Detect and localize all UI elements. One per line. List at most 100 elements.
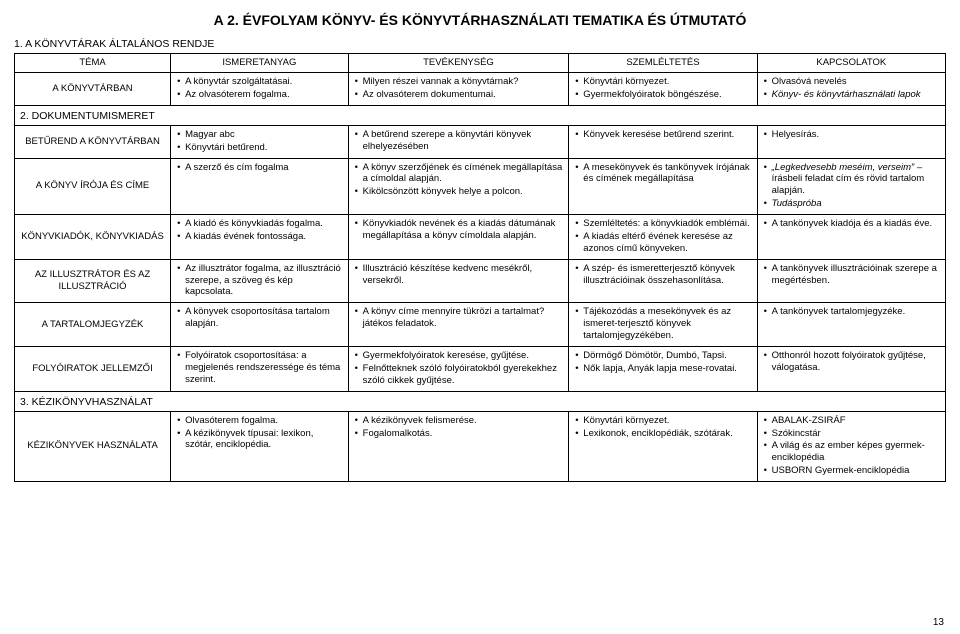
list-item: Felnőtteknek szóló folyóiratokból gyerek…: [354, 363, 564, 387]
table-row: AZ ILLUSZTRÁTOR ÉS AZ ILLUSZTRÁCIÓAz ill…: [15, 259, 946, 303]
list-item: Nők lapja, Anyák lapja mese-rovatai.: [574, 363, 751, 375]
col-tema: TÉMA: [15, 54, 171, 73]
list-item: Tudáspróba: [763, 198, 940, 210]
cell-kapcsolatok: A tankönyvek kiadója és a kiadás éve.: [757, 215, 945, 260]
list-item: Olvasóvá nevelés: [763, 76, 940, 88]
list-item: Szókincstár: [763, 428, 940, 440]
list-item: Könyvkiadók nevének és a kiadás dátumána…: [354, 218, 564, 242]
list-item: Magyar abc: [176, 129, 343, 141]
row-label: A KÖNYVTÁRBAN: [15, 72, 171, 105]
list-item: „Legkedvesebb meséim, verseim” – írásbel…: [763, 162, 940, 198]
row-label: FOLYÓIRATOK JELLEMZŐI: [15, 346, 171, 391]
cell-tevekenyseg: A kézikönyvek felismerése.Fogalomalkotás…: [348, 411, 569, 481]
list-item: Könyvtári betűrend.: [176, 142, 343, 154]
cell-tevekenyseg: Könyvkiadók nevének és a kiadás dátumána…: [348, 215, 569, 260]
table-row: KÉZIKÖNYVEK HASZNÁLATAOlvasóterem fogalm…: [15, 411, 946, 481]
row-label: KÖNYVKIADÓK, KÖNYVKIADÁS: [15, 215, 171, 260]
cell-ismeretanyag: A könyvtár szolgáltatásai.Az olvasóterem…: [171, 72, 349, 105]
cell-szemleltetes: Szemléltetés: a könyvkiadók emblémái.A k…: [569, 215, 757, 260]
row-label: AZ ILLUSZTRÁTOR ÉS AZ ILLUSZTRÁCIÓ: [15, 259, 171, 303]
cell-szemleltetes: A mesekönyvek és tankönyvek írójának és …: [569, 158, 757, 215]
table-row: A KÖNYVTÁRBANA könyvtár szolgáltatásai.A…: [15, 72, 946, 105]
section-heading-1: 1. A KÖNYVTÁRAK ÁLTALÁNOS RENDJE: [14, 38, 946, 50]
list-item: Kikölcsönzött könyvek helye a polcon.: [354, 186, 564, 198]
list-item: Dörmögő Dömötör, Dumbó, Tapsi.: [574, 350, 751, 362]
col-ismeretanyag: ISMERETANYAG: [171, 54, 349, 73]
cell-kapcsolatok: Helyesírás.: [757, 125, 945, 158]
list-item: Fogalomalkotás.: [354, 428, 564, 440]
section-heading-row: 2. DOKUMENTUMISMERET: [15, 105, 946, 125]
list-item: A kiadó és könyvkiadás fogalma.: [176, 218, 343, 230]
cell-ismeretanyag: Az illusztrátor fogalma, az illusztráció…: [171, 259, 349, 303]
list-item: Helyesírás.: [763, 129, 940, 141]
cell-kapcsolatok: Olvasóvá nevelésKönyv- és könyvtárhaszná…: [757, 72, 945, 105]
cell-szemleltetes: Tájékozódás a mesekönyvek és az ismeret-…: [569, 303, 757, 347]
list-item: A könyv szerzőjének és címének megállapí…: [354, 162, 564, 186]
list-item: A világ és az ember képes gyermek-encikl…: [763, 440, 940, 464]
cell-szemleltetes: Könyvtári környezet.Lexikonok, enciklopé…: [569, 411, 757, 481]
list-item: A tankönyvek illusztrációinak szerepe a …: [763, 263, 940, 287]
cell-ismeretanyag: Folyóiratok csoportosítása: a megjelenés…: [171, 346, 349, 391]
cell-tevekenyseg: A könyv címe mennyire tükrözi a tartalma…: [348, 303, 569, 347]
cell-szemleltetes: Könyvtári környezet.Gyermekfolyóiratok b…: [569, 72, 757, 105]
list-item: A mesekönyvek és tankönyvek írójának és …: [574, 162, 751, 186]
table-row: A KÖNYV ÍRÓJA ÉS CÍMEA szerző és cím fog…: [15, 158, 946, 215]
table-row: FOLYÓIRATOK JELLEMZŐIFolyóiratok csoport…: [15, 346, 946, 391]
page-title: A 2. ÉVFOLYAM KÖNYV- ÉS KÖNYVTÁRHASZNÁLA…: [14, 12, 946, 28]
row-label: A KÖNYV ÍRÓJA ÉS CÍME: [15, 158, 171, 215]
list-item: A kézikönyvek típusai: lexikon, szótár, …: [176, 428, 343, 452]
cell-szemleltetes: Könyvek keresése betűrend szerint.: [569, 125, 757, 158]
cell-ismeretanyag: Magyar abcKönyvtári betűrend.: [171, 125, 349, 158]
col-tevekenyseg: TEVÉKENYSÉG: [348, 54, 569, 73]
list-item: Gyermekfolyóiratok böngészése.: [574, 89, 751, 101]
cell-ismeretanyag: A szerző és cím fogalma: [171, 158, 349, 215]
section-heading-row: 3. KÉZIKÖNYVHASZNÁLAT: [15, 391, 946, 411]
list-item: Az illusztrátor fogalma, az illusztráció…: [176, 263, 343, 299]
list-item: A könyvtár szolgáltatásai.: [176, 76, 343, 88]
list-item: Könyvtári környezet.: [574, 76, 751, 88]
table-row: A TARTALOMJEGYZÉKA könyvek csoportosítás…: [15, 303, 946, 347]
list-item: Könyv- és könyvtárhasználati lapok: [763, 89, 940, 101]
cell-kapcsolatok: „Legkedvesebb meséim, verseim” – írásbel…: [757, 158, 945, 215]
header-row: TÉMA ISMERETANYAG TEVÉKENYSÉG SZEMLÉLTET…: [15, 54, 946, 73]
list-item: Könyvtári környezet.: [574, 415, 751, 427]
list-item: Tájékozódás a mesekönyvek és az ismeret-…: [574, 306, 751, 342]
row-label: A TARTALOMJEGYZÉK: [15, 303, 171, 347]
cell-tevekenyseg: Illusztráció készítése kedvenc mesékről,…: [348, 259, 569, 303]
list-item: USBORN Gyermek-enciklopédia: [763, 465, 940, 477]
list-item: A kézikönyvek felismerése.: [354, 415, 564, 427]
col-kapcsolatok: KAPCSOLATOK: [757, 54, 945, 73]
col-szemleltetes: SZEMLÉLTETÉS: [569, 54, 757, 73]
cell-tevekenyseg: A könyv szerzőjének és címének megállapí…: [348, 158, 569, 215]
cell-kapcsolatok: A tankönyvek tartalomjegyzéke.: [757, 303, 945, 347]
list-item: A tankönyvek kiadója és a kiadás éve.: [763, 218, 940, 230]
cell-kapcsolatok: ABALAK-ZSIRÁFSzókincstárA világ és az em…: [757, 411, 945, 481]
list-item: A kiadás eltérő évének keresése az azono…: [574, 231, 751, 255]
list-item: Milyen részei vannak a könyvtárnak?: [354, 76, 564, 88]
cell-kapcsolatok: A tankönyvek illusztrációinak szerepe a …: [757, 259, 945, 303]
row-label: BETŰREND A KÖNYVTÁRBAN: [15, 125, 171, 158]
list-item: A szép- és ismeretterjesztő könyvek illu…: [574, 263, 751, 287]
table-row: KÖNYVKIADÓK, KÖNYVKIADÁS A kiadó és könyv…: [15, 215, 946, 260]
list-item: ABALAK-ZSIRÁF: [763, 415, 940, 427]
list-item: Illusztráció készítése kedvenc mesékről,…: [354, 263, 564, 287]
cell-kapcsolatok: Otthonról hozott folyóiratok gyűjtése, v…: [757, 346, 945, 391]
cell-szemleltetes: A szép- és ismeretterjesztő könyvek illu…: [569, 259, 757, 303]
list-item: A könyvek csoportosítása tartalom alapjá…: [176, 306, 343, 330]
list-item: Folyóiratok csoportosítása: a megjelenés…: [176, 350, 343, 386]
list-item: Könyvek keresése betűrend szerint.: [574, 129, 751, 141]
row-label: KÉZIKÖNYVEK HASZNÁLATA: [15, 411, 171, 481]
cell-ismeretanyag: Olvasóterem fogalma.A kézikönyvek típusa…: [171, 411, 349, 481]
list-item: Szemléltetés: a könyvkiadók emblémái.: [574, 218, 751, 230]
list-item: Az olvasóterem fogalma.: [176, 89, 343, 101]
list-item: Olvasóterem fogalma.: [176, 415, 343, 427]
list-item: A könyv címe mennyire tükrözi a tartalma…: [354, 306, 564, 330]
section-heading-2: 2. DOKUMENTUMISMERET: [15, 105, 946, 125]
list-item: Az olvasóterem dokumentumai.: [354, 89, 564, 101]
list-item: A tankönyvek tartalomjegyzéke.: [763, 306, 940, 318]
cell-tevekenyseg: A betűrend szerepe a könyvtári könyvek e…: [348, 125, 569, 158]
curriculum-table: TÉMA ISMERETANYAG TEVÉKENYSÉG SZEMLÉLTET…: [14, 53, 946, 482]
cell-ismeretanyag: A könyvek csoportosítása tartalom alapjá…: [171, 303, 349, 347]
section-heading-3: 3. KÉZIKÖNYVHASZNÁLAT: [15, 391, 946, 411]
page-number: 13: [933, 617, 944, 628]
